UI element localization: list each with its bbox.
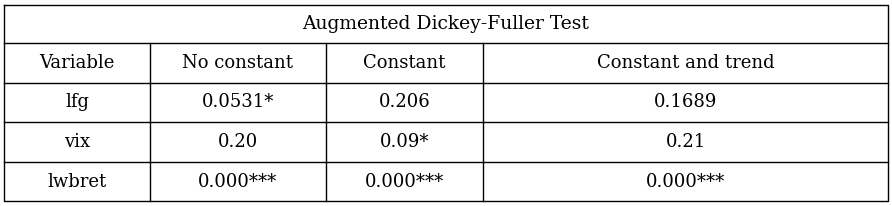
Text: 0.1689: 0.1689 <box>654 93 717 111</box>
Text: vix: vix <box>64 133 90 151</box>
Text: No constant: No constant <box>182 54 293 72</box>
Text: 0.20: 0.20 <box>218 133 258 151</box>
Text: 0.000***: 0.000*** <box>365 173 444 191</box>
Text: Augmented Dickey-Fuller Test: Augmented Dickey-Fuller Test <box>302 15 590 33</box>
Text: 0.000***: 0.000*** <box>646 173 725 191</box>
Text: Constant and trend: Constant and trend <box>597 54 774 72</box>
Text: 0.0531*: 0.0531* <box>202 93 274 111</box>
Text: lfg: lfg <box>65 93 89 111</box>
Text: 0.09*: 0.09* <box>380 133 429 151</box>
Text: 0.21: 0.21 <box>665 133 706 151</box>
Text: 0.000***: 0.000*** <box>198 173 277 191</box>
Text: lwbret: lwbret <box>47 173 107 191</box>
Text: 0.206: 0.206 <box>378 93 431 111</box>
Text: Constant: Constant <box>363 54 446 72</box>
Text: Variable: Variable <box>39 54 115 72</box>
